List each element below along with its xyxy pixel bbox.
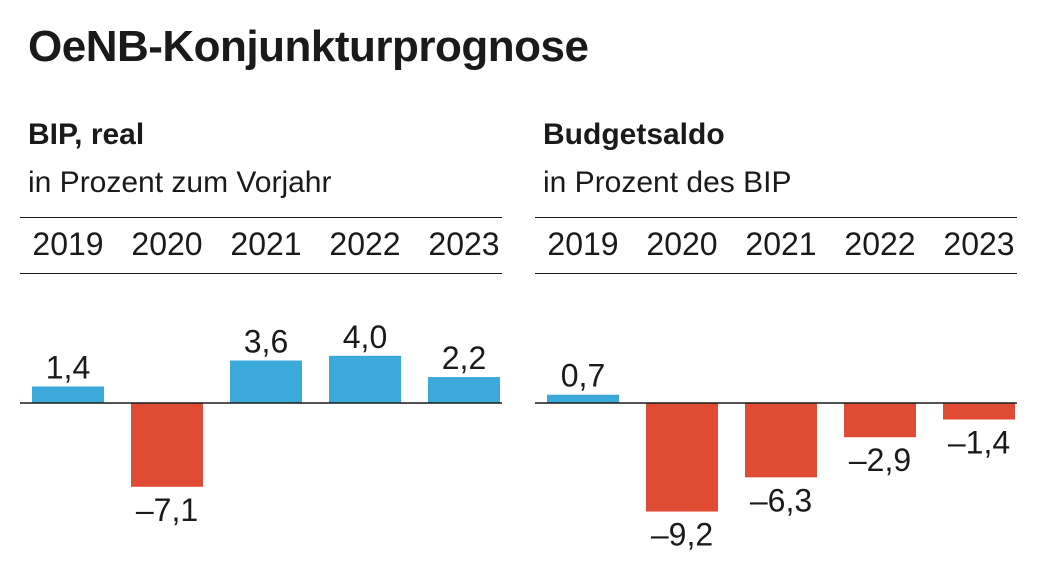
budget-bar-2022: [844, 403, 916, 438]
bip-bar-2023: [428, 377, 500, 403]
bip-year-2020: 2020: [131, 226, 203, 262]
bip-subtitle: in Prozent zum Vorjahr: [28, 166, 332, 199]
budget-bar-2021: [745, 403, 817, 478]
budget-year-2020: 2020: [646, 226, 718, 262]
bip-header-rule-top: [20, 217, 502, 218]
bip-panel: BIP, real in Prozent zum Vorjahr 2019 20…: [20, 0, 510, 585]
bip-chart: 1,4 –7,1 3,6 4,0 2,2: [20, 319, 502, 528]
budget-header-rule-bottom: [535, 273, 1017, 274]
bip-year-row: 2019 2020 2021 2022 2023: [20, 226, 502, 266]
bip-label-2021: 3,6: [244, 324, 288, 360]
bip-label-2022: 4,0: [343, 319, 387, 355]
budget-bar-2023: [943, 403, 1015, 420]
budget-label-2022: –2,9: [849, 442, 911, 478]
bip-bar-2022: [329, 355, 401, 403]
bip-label-2019: 1,4: [46, 349, 90, 385]
budget-year-2022: 2022: [844, 226, 916, 262]
budget-label-2020: –9,2: [651, 517, 713, 553]
budget-year-2021: 2021: [745, 226, 817, 262]
budget-chart: 0,7 –9,2 –6,3 –2,9 –1,4: [535, 358, 1017, 553]
budget-subtitle: in Prozent des BIP: [543, 166, 792, 199]
bip-bar-2019: [32, 386, 104, 403]
budget-year-2019: 2019: [547, 226, 619, 262]
budget-panel: Budgetsaldo in Prozent des BIP 2019 2020…: [535, 0, 1025, 585]
bip-year-2019: 2019: [32, 226, 104, 262]
budget-label-2023: –1,4: [948, 425, 1010, 461]
bip-year-2023: 2023: [428, 226, 500, 262]
bip-label-2020: –7,1: [136, 492, 198, 528]
budget-title: Budgetsaldo: [543, 118, 725, 151]
bip-year-2022: 2022: [329, 226, 401, 262]
page-title: OeNB-Konjunkturprognose: [28, 22, 589, 71]
bip-bar-2020: [131, 403, 203, 487]
bip-bar-2021: [230, 360, 302, 403]
budget-label-2019: 0,7: [561, 358, 605, 394]
bip-title: BIP, real: [28, 118, 145, 151]
budget-bar-2020: [646, 403, 718, 512]
budget-bar-2019: [547, 394, 619, 403]
budget-year-2023: 2023: [943, 226, 1015, 262]
budget-header-rule-top: [535, 217, 1017, 218]
budget-year-row: 2019 2020 2021 2022 2023: [535, 226, 1017, 266]
bip-header-rule-bottom: [20, 273, 502, 274]
budget-label-2021: –6,3: [750, 482, 812, 518]
bip-year-2021: 2021: [230, 226, 302, 262]
bip-label-2023: 2,2: [442, 340, 486, 376]
